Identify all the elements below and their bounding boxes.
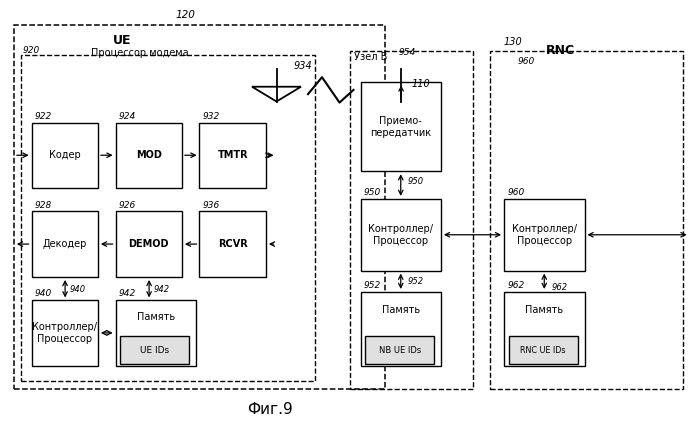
Text: Кодер: Кодер [49,151,80,160]
Bar [116,123,182,188]
Text: 940: 940 [35,289,52,299]
Text: 952: 952 [364,281,382,290]
Text: RCVR: RCVR [218,239,248,249]
Text: 942: 942 [154,285,170,294]
Bar [32,300,98,366]
Text: MOD: MOD [136,151,162,160]
Text: 940: 940 [70,285,86,294]
Text: Узел В: Узел В [354,52,387,62]
Text: 950: 950 [407,177,424,187]
Text: 954: 954 [399,48,416,58]
Bar [360,199,441,271]
Bar [116,212,182,277]
Text: UE: UE [113,34,132,47]
Text: DEMOD: DEMOD [129,239,169,249]
Text: 960: 960 [508,188,525,197]
Text: 926: 926 [119,201,136,210]
Text: Память: Память [136,312,175,322]
Bar [32,212,98,277]
Text: 934: 934 [294,61,313,71]
Text: 110: 110 [412,79,430,89]
Bar [365,336,434,364]
Bar [360,292,441,366]
Text: 920: 920 [23,46,41,55]
Text: 936: 936 [203,201,220,210]
Text: 924: 924 [119,112,136,121]
Bar [199,123,266,188]
Text: RNC UE IDs: RNC UE IDs [521,346,566,354]
Text: Декодер: Декодер [43,239,87,249]
Text: 928: 928 [35,201,52,210]
Text: 962: 962 [552,283,568,292]
Text: Фиг.9: Фиг.9 [246,402,293,417]
Text: 120: 120 [176,10,195,20]
Text: 952: 952 [407,277,424,286]
Text: 130: 130 [504,37,523,47]
Bar [509,336,578,364]
Text: 932: 932 [203,112,220,121]
Text: NB UE IDs: NB UE IDs [379,346,421,354]
Bar [360,82,441,171]
Bar [120,336,189,364]
Text: 942: 942 [119,289,136,299]
Bar [32,123,98,188]
Text: Память: Память [525,305,564,316]
Text: Процессор модема: Процессор модема [91,48,188,58]
Bar [504,292,584,366]
Text: TMTR: TMTR [218,151,248,160]
Bar [490,51,682,389]
Text: Память: Память [382,305,420,316]
Text: 950: 950 [364,188,382,197]
Bar [14,25,385,389]
Bar [350,51,472,389]
Text: Контроллер/
Процессор: Контроллер/ Процессор [32,322,97,344]
Text: 960: 960 [518,57,536,66]
Text: UE IDs: UE IDs [140,346,169,354]
Text: 922: 922 [35,112,52,121]
Bar [199,212,266,277]
Bar [504,199,584,271]
Text: Контроллер/
Процессор: Контроллер/ Процессор [512,224,577,246]
Text: Контроллер/
Процессор: Контроллер/ Процессор [368,224,433,246]
Text: RNC: RNC [545,44,575,57]
Text: Приемо-
передатчик: Приемо- передатчик [370,116,431,138]
Bar [21,55,315,381]
Text: 962: 962 [508,281,525,290]
Bar [116,300,196,366]
